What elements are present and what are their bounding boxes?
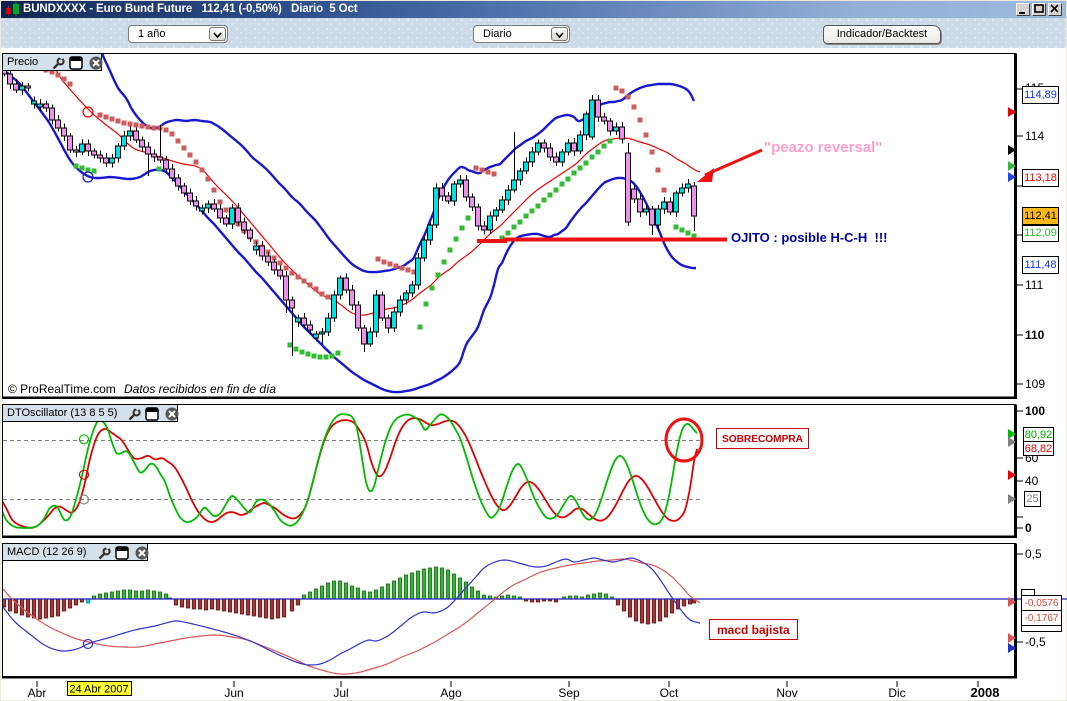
svg-text:Abr: Abr: [28, 686, 47, 700]
svg-text:0: 0: [1025, 521, 1032, 535]
svg-text:Ago: Ago: [440, 686, 462, 700]
svg-text:Dic: Dic: [888, 686, 905, 700]
svg-text:114: 114: [1025, 129, 1044, 143]
svg-text:2008: 2008: [971, 685, 1000, 700]
svg-text:Sep: Sep: [558, 686, 580, 700]
svg-text:Nov: Nov: [776, 686, 797, 700]
svg-text:SOBRECOMPRA: SOBRECOMPRA: [722, 433, 803, 445]
svg-text:-0,5: -0,5: [1025, 635, 1046, 649]
svg-text:100: 100: [1025, 404, 1045, 418]
svg-text:Jun: Jun: [224, 686, 243, 700]
svg-text:40: 40: [1025, 474, 1039, 488]
svg-text:Datos recibidos en fin de día: Datos recibidos en fin de día: [124, 382, 276, 396]
svg-text:OJITO : posible H-C-H !!!: OJITO : posible H-C-H !!!: [731, 230, 887, 245]
svg-text:24 Abr 2007: 24 Abr 2007: [69, 684, 128, 696]
svg-text:110: 110: [1025, 328, 1045, 342]
svg-text:111: 111: [1025, 278, 1044, 292]
svg-text:0,5: 0,5: [1025, 547, 1042, 561]
svg-text:109: 109: [1025, 377, 1045, 391]
svg-text:Jul: Jul: [333, 686, 348, 700]
svg-text:Oct: Oct: [660, 686, 679, 700]
svg-text:© ProRealTime.com: © ProRealTime.com: [8, 382, 116, 396]
svg-text:macd bajista: macd bajista: [717, 623, 790, 637]
svg-text:"peazo reversal": "peazo reversal": [764, 139, 882, 156]
